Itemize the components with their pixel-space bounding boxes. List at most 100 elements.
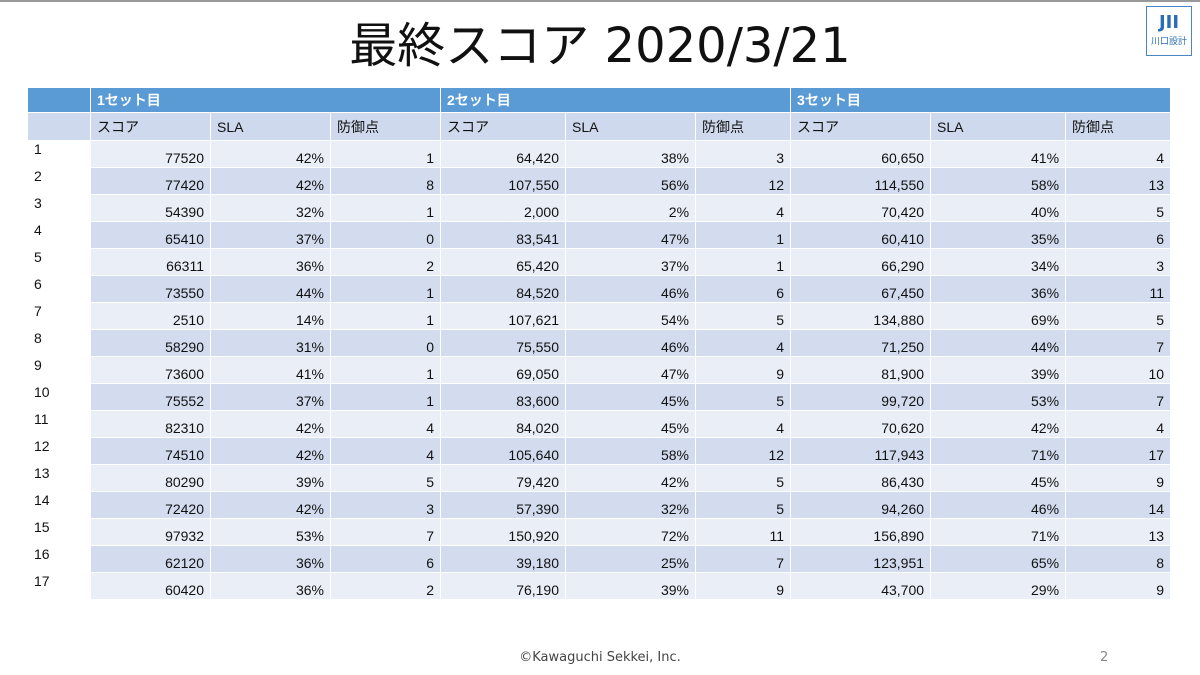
cell: 46% bbox=[930, 491, 1067, 519]
cell: 54390 bbox=[90, 194, 211, 222]
score-table: 1セット目 2セット目 3セット目 スコア SLA 防御点 スコア SLA 防御点 スコア SLA 防… bbox=[27, 87, 1172, 600]
row-number: 12 bbox=[27, 437, 91, 465]
cell: 82310 bbox=[90, 410, 211, 438]
logo: JII 川口設計 bbox=[1146, 6, 1192, 56]
cell: 1 bbox=[329, 194, 442, 222]
cell: 39% bbox=[930, 356, 1067, 384]
cell: 4 bbox=[695, 194, 792, 222]
cell: 6 bbox=[329, 545, 442, 573]
cell: 36% bbox=[210, 545, 331, 573]
cell: 56% bbox=[565, 167, 697, 195]
row-number: 3 bbox=[27, 194, 91, 222]
cell: 42% bbox=[930, 410, 1067, 438]
group-header: 1セット目 bbox=[89, 87, 442, 113]
cell: 3 bbox=[695, 140, 792, 168]
cell: 11 bbox=[1065, 275, 1172, 303]
cell: 62120 bbox=[90, 545, 211, 573]
row-number: 9 bbox=[27, 356, 91, 384]
cell: 84,020 bbox=[440, 410, 567, 438]
data-row: 5 66311 36% 2 65,420 37% 1 66,290 34% 3 bbox=[27, 248, 1172, 276]
data-row: 6 73550 44% 1 84,520 46% 6 67,450 36% 11 bbox=[27, 275, 1172, 303]
cell: 71,250 bbox=[790, 329, 932, 357]
cell: 94,260 bbox=[790, 491, 932, 519]
cell: 54% bbox=[565, 302, 697, 330]
cell: 60,650 bbox=[790, 140, 932, 168]
column-header: SLA bbox=[930, 112, 1067, 141]
cell: 1 bbox=[329, 356, 442, 384]
cell: 35% bbox=[930, 221, 1067, 249]
cell: 47% bbox=[565, 221, 697, 249]
cell: 42% bbox=[210, 437, 331, 465]
row-number: 13 bbox=[27, 464, 91, 492]
cell: 7 bbox=[1065, 329, 1172, 357]
cell: 13 bbox=[1065, 518, 1172, 546]
cell: 60420 bbox=[90, 572, 211, 600]
cell: 37% bbox=[210, 221, 331, 249]
cell: 45% bbox=[565, 410, 697, 438]
column-header: 防御点 bbox=[1065, 112, 1172, 141]
cell: 8 bbox=[1065, 545, 1172, 573]
cell: 65,420 bbox=[440, 248, 567, 276]
cell: 75552 bbox=[90, 383, 211, 411]
cell: 44% bbox=[930, 329, 1067, 357]
cell: 58% bbox=[930, 167, 1067, 195]
cell: 67,450 bbox=[790, 275, 932, 303]
corner-cell bbox=[27, 112, 91, 141]
cell: 77420 bbox=[90, 167, 211, 195]
data-row: 10 75552 37% 1 83,600 45% 5 99,720 53% 7 bbox=[27, 383, 1172, 411]
row-number: 16 bbox=[27, 545, 91, 573]
cell: 32% bbox=[210, 194, 331, 222]
cell: 9 bbox=[1065, 464, 1172, 492]
cell: 36% bbox=[930, 275, 1067, 303]
cell: 6 bbox=[695, 275, 792, 303]
cell: 45% bbox=[565, 383, 697, 411]
cell: 123,951 bbox=[790, 545, 932, 573]
cell: 81,900 bbox=[790, 356, 932, 384]
cell: 99,720 bbox=[790, 383, 932, 411]
cell: 9 bbox=[695, 572, 792, 600]
cell: 42% bbox=[565, 464, 697, 492]
cell: 86,430 bbox=[790, 464, 932, 492]
cell: 66311 bbox=[90, 248, 211, 276]
cell: 4 bbox=[1065, 410, 1172, 438]
cell: 73550 bbox=[90, 275, 211, 303]
cell: 10 bbox=[1065, 356, 1172, 384]
data-row: 3 54390 32% 1 2,000 2% 4 70,420 40% 5 bbox=[27, 194, 1172, 222]
data-row: 12 74510 42% 4 105,640 58% 12 117,943 71% 17 bbox=[27, 437, 1172, 465]
cell: 5 bbox=[329, 464, 442, 492]
cell: 69% bbox=[930, 302, 1067, 330]
row-number: 4 bbox=[27, 221, 91, 249]
data-row: 2 77420 42% 8 107,550 56% 12 114,550 58% 13 bbox=[27, 167, 1172, 195]
cell: 64,420 bbox=[440, 140, 567, 168]
cell: 1 bbox=[329, 275, 442, 303]
data-row: 16 62120 36% 6 39,180 25% 7 123,951 65% 8 bbox=[27, 545, 1172, 573]
cell: 65% bbox=[930, 545, 1067, 573]
cell: 74510 bbox=[90, 437, 211, 465]
cell: 5 bbox=[695, 464, 792, 492]
cell: 76,190 bbox=[440, 572, 567, 600]
row-number: 17 bbox=[27, 572, 91, 600]
cell: 44% bbox=[210, 275, 331, 303]
column-header-row: スコア SLA 防御点 スコア SLA 防御点 スコア SLA 防御点 bbox=[27, 112, 1172, 141]
cell: 40% bbox=[930, 194, 1067, 222]
cell: 79,420 bbox=[440, 464, 567, 492]
cell: 39% bbox=[210, 464, 331, 492]
column-header: 防御点 bbox=[695, 112, 792, 141]
cell: 97932 bbox=[90, 518, 211, 546]
row-number: 7 bbox=[27, 302, 91, 330]
cell: 107,550 bbox=[440, 167, 567, 195]
row-number: 10 bbox=[27, 383, 91, 411]
data-row: 8 58290 31% 0 75,550 46% 4 71,250 44% 7 bbox=[27, 329, 1172, 357]
logo-text: 川口設計 bbox=[1150, 37, 1187, 47]
data-row: 14 72420 42% 3 57,390 32% 5 94,260 46% 14 bbox=[27, 491, 1172, 519]
data-row: 4 65410 37% 0 83,541 47% 1 60,410 35% 6 bbox=[27, 221, 1172, 249]
cell: 1 bbox=[329, 383, 442, 411]
cell: 3 bbox=[1065, 248, 1172, 276]
cell: 29% bbox=[930, 572, 1067, 600]
cell: 5 bbox=[695, 491, 792, 519]
data-row: 7 2510 14% 1 107,621 54% 5 134,880 69% 5 bbox=[27, 302, 1172, 330]
column-header: スコア bbox=[90, 112, 211, 141]
cell: 117,943 bbox=[790, 437, 932, 465]
cell: 42% bbox=[210, 167, 331, 195]
